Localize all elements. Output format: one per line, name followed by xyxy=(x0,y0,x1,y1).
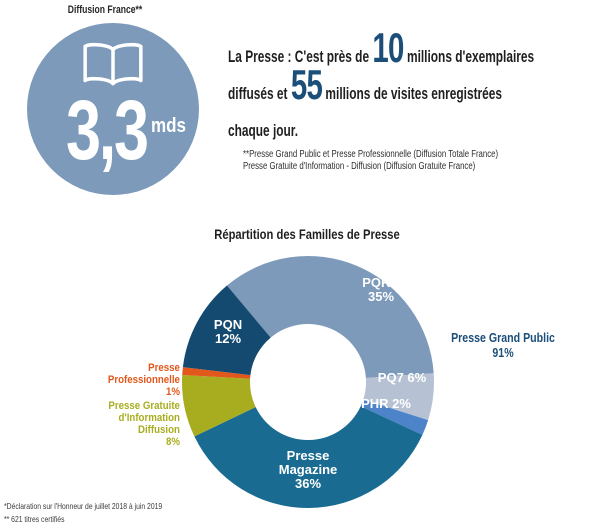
open-book-icon xyxy=(83,42,143,86)
headline-text: diffusés et xyxy=(228,84,291,103)
donut-slice-pqrd xyxy=(227,256,434,378)
footer-line: *Déclaration sur l'Honneur de juillet 20… xyxy=(4,501,163,511)
headline-text: La Presse : C'est près de xyxy=(228,47,373,66)
headline-text: chaque jour. xyxy=(228,121,299,140)
footnote-line: Presse Gratuite d'Information - Diffusio… xyxy=(243,160,476,172)
donut-label-presse-gratuite-d-information-diffusion: Presse Gratuite d'Information Diffusion 8% xyxy=(108,401,180,449)
headline-number-1: 10 xyxy=(372,24,404,71)
donut-slice-presse-professionnelle xyxy=(182,367,251,379)
headline: La Presse : C'est près de 10 millions d'… xyxy=(228,27,600,149)
headline-text: millions d'exemplaires xyxy=(403,47,535,66)
footer-notes: *Déclaration sur l'Honneur de juillet 20… xyxy=(4,500,162,525)
donut-slice-phr xyxy=(360,399,429,435)
donut-slice-presse-gratuite-d-information-diffusion xyxy=(182,375,256,437)
donut-slice-presse-magazine xyxy=(194,406,423,508)
badge-value: 3,3 xyxy=(66,83,149,177)
donut-label-phr: PHR 2% xyxy=(361,396,411,411)
footnote-line: **Presse Grand Public et Presse Professi… xyxy=(243,149,499,160)
donut-label-presse-professionnelle: Presse Professionnelle 1% xyxy=(108,363,180,399)
headline-line-2: diffusés et 55 millions de visites enreg… xyxy=(228,64,600,112)
chart-title: Répartition des Familles de Presse xyxy=(214,226,400,242)
donut-label-presse-magazine: Presse Magazine 36% xyxy=(279,448,338,491)
donut-label-pq7: PQ7 6% xyxy=(378,370,427,385)
donut-label-pqn: PQN 12% xyxy=(214,317,242,346)
donut-outside-label-group: Presse Professionnelle 1% xyxy=(108,363,180,399)
headline-line-3: chaque jour. xyxy=(228,112,600,149)
headline-footnote: **Presse Grand Public et Presse Professi… xyxy=(243,149,498,172)
annotation-presse-grand-public: Presse Grand Public 91% xyxy=(451,331,555,360)
headline-text: millions de visites enregistrées xyxy=(322,84,503,103)
donut-slice-pqn xyxy=(182,285,271,376)
footer-line: ** 621 titres certifiés xyxy=(4,513,65,524)
badge-title: Diffusion France** xyxy=(67,4,143,16)
donut-outside-label-group: Presse Gratuite d'Information Diffusion 8% xyxy=(108,401,180,449)
donut-label-pqrd: PQRD 35% xyxy=(362,275,400,304)
diffusion-badge: 3,3 mds xyxy=(27,23,199,195)
headline-number-2: 55 xyxy=(290,61,323,108)
donut-slice-pq7 xyxy=(363,373,435,421)
annotation-group: Presse Grand Public 91% xyxy=(451,331,555,360)
headline-line-1: La Presse : C'est près de 10 millions d'… xyxy=(228,27,600,75)
badge-unit: mds xyxy=(151,115,186,137)
